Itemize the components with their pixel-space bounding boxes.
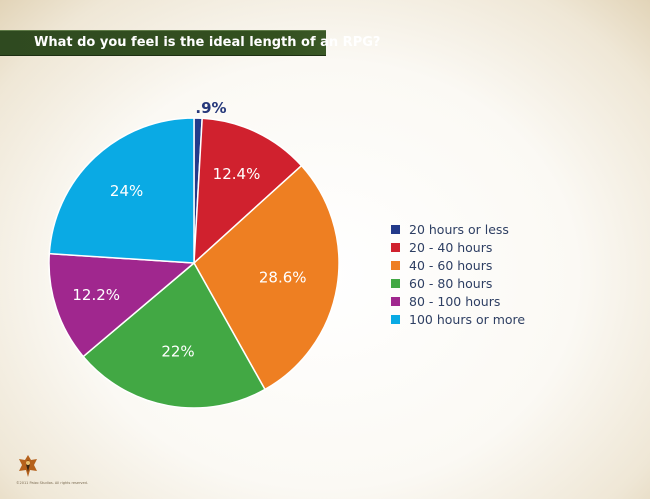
pie-slice-4 xyxy=(48,252,196,358)
copyright-text: ©2011 Paizo Studios. All rights reserved… xyxy=(16,481,88,485)
pie-slice-5 xyxy=(48,117,195,264)
pie-slice-3 xyxy=(82,261,267,409)
legend-item-1: 20 - 40 hours xyxy=(391,238,525,256)
slice-value-label-4: 12.2% xyxy=(72,286,120,304)
legend-label-4: 80 - 100 hours xyxy=(409,293,501,309)
legend-item-0: 20 hours or less xyxy=(391,220,525,238)
title-bar: What do you feel is the ideal length of … xyxy=(0,30,380,56)
slice-value-label-3: 22% xyxy=(161,343,194,361)
legend-swatch-3 xyxy=(391,278,400,288)
pie-slice-1 xyxy=(193,117,303,265)
slice-value-label-2: 28.6% xyxy=(259,269,307,287)
slice-value-label-5: 24% xyxy=(110,182,143,200)
legend-label-0: 20 hours or less xyxy=(409,221,509,237)
legend-item-2: 40 - 60 hours xyxy=(391,256,525,274)
legend-item-3: 60 - 80 hours xyxy=(391,274,525,292)
legend: 20 hours or less 20 - 40 hours 40 - 60 hou… xyxy=(391,220,525,328)
legend-swatch-4 xyxy=(391,296,400,306)
legend-swatch-2 xyxy=(391,260,400,270)
game-logo-icon xyxy=(19,455,37,477)
pie-slice-2 xyxy=(193,164,340,391)
slice-value-label-0: .9% xyxy=(195,99,226,117)
legend-label-1: 20 - 40 hours xyxy=(409,239,493,255)
legend-label-3: 60 - 80 hours xyxy=(409,275,493,291)
legend-swatch-1 xyxy=(391,242,400,252)
legend-swatch-0 xyxy=(391,224,400,234)
legend-label-2: 40 - 60 hours xyxy=(409,257,493,273)
legend-item-4: 80 - 100 hours xyxy=(391,292,525,310)
legend-label-5: 100 hours or more xyxy=(409,311,526,327)
chart-title: What do you feel is the ideal length of … xyxy=(34,35,381,50)
legend-item-5: 100 hours or more xyxy=(391,310,525,328)
legend-swatch-5 xyxy=(391,314,400,324)
slice-value-label-1: 12.4% xyxy=(213,165,261,183)
